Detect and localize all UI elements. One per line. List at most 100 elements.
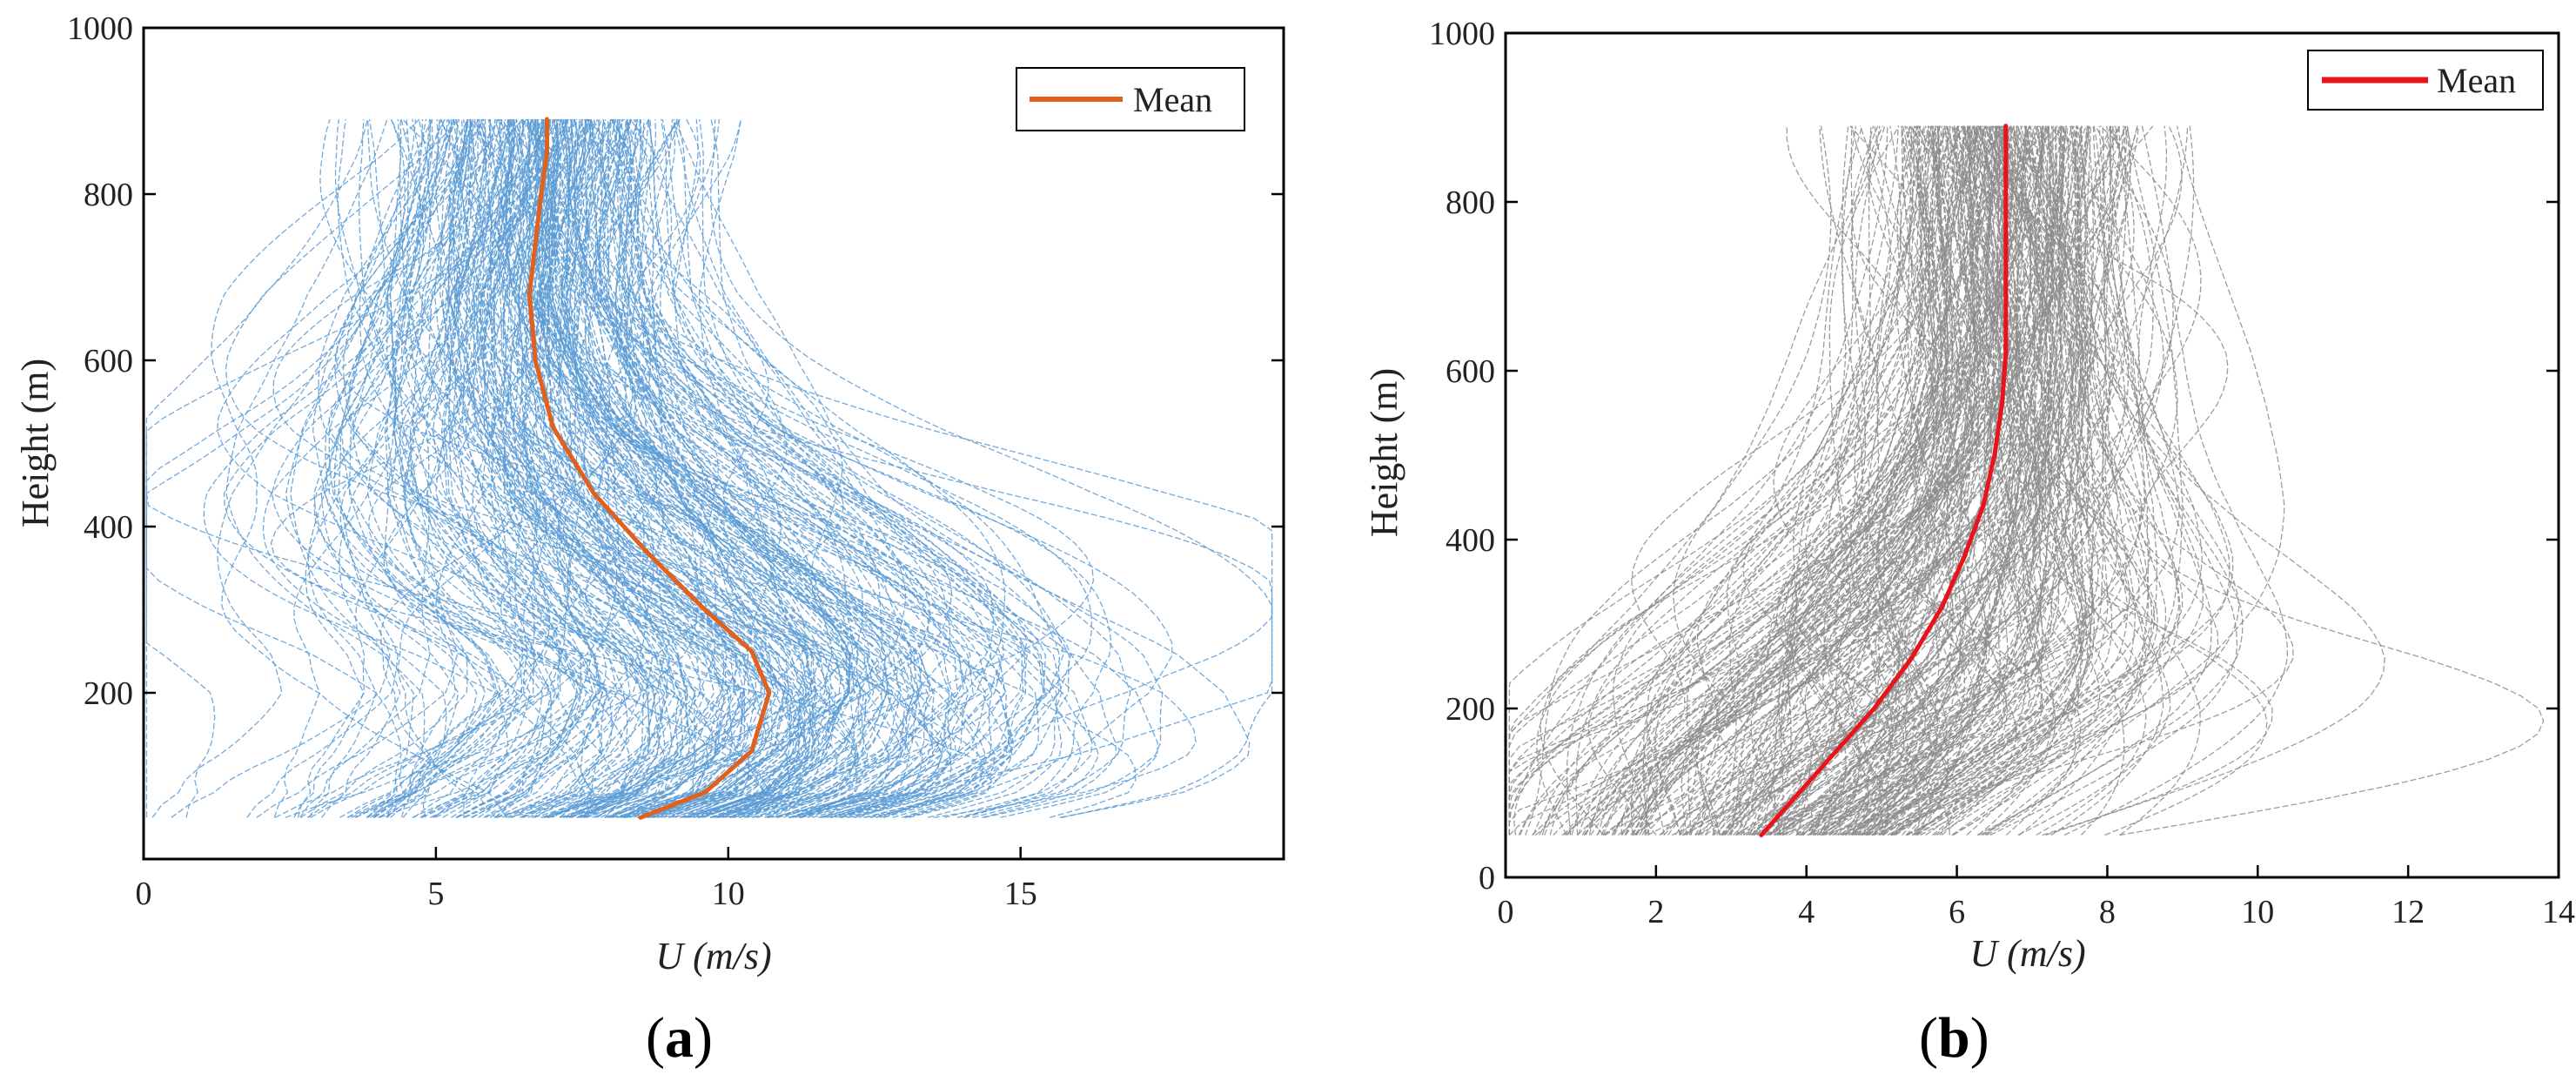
ensemble-profile-b-261 <box>1821 125 2294 836</box>
legend-b: Mean <box>2307 50 2544 111</box>
ensemble-profile-a-299 <box>472 118 709 818</box>
ensemble-profile-a-104 <box>533 118 1092 818</box>
ensemble-profile-b-103 <box>1952 125 2202 836</box>
ensemble-profile-b-171 <box>1633 125 1922 836</box>
y-axis-title-b: Height (m) <box>1363 368 1405 537</box>
ensemble-profile-b-197 <box>1680 125 1992 836</box>
ensemble-profile-a-285 <box>536 118 789 818</box>
ensemble-profile-a-252 <box>472 118 770 818</box>
ensemble-profile-a-144 <box>584 118 817 818</box>
y-tick-label-b-4: 800 <box>1446 185 1495 221</box>
ensemble-profile-a-48 <box>526 118 724 818</box>
ensemble-profile-b-162 <box>2018 125 2150 836</box>
ensemble-profile-b-301 <box>1630 125 2019 836</box>
ensemble-profile-a-288 <box>432 118 656 818</box>
ensemble-profile-b-24 <box>1862 125 2158 836</box>
ensemble-profile-b-256 <box>1796 125 2057 836</box>
ensemble-profile-b-118 <box>1976 125 2212 836</box>
ensemble-profile-b-263 <box>1966 125 2093 836</box>
plot-frame-b <box>1504 31 2560 879</box>
ensemble-profile-b-19 <box>1982 125 2130 836</box>
ensemble-profile-b-69 <box>1683 125 1982 836</box>
x-tick-label-b-3: 6 <box>1949 894 1965 930</box>
ensemble-profile-a-282 <box>599 118 833 818</box>
ensemble-profile-a-298 <box>633 118 952 818</box>
ensemble-profile-a-286 <box>560 118 807 818</box>
ensemble-profile-a-255 <box>502 118 651 818</box>
ensemble-profile-b-295 <box>1596 125 1956 836</box>
ensemble-profile-a-182 <box>473 118 732 818</box>
ensemble-profile-a-78 <box>497 118 801 818</box>
ensemble-profile-b-259 <box>1904 125 2164 836</box>
ensemble-profile-b-229 <box>1508 125 1886 836</box>
ensemble-profile-b-202 <box>1776 125 1991 836</box>
ensemble-profile-b-271 <box>1774 125 2087 836</box>
ensemble-profile-b-130 <box>1832 125 1995 836</box>
ensemble-profile-b-280 <box>1532 125 1939 836</box>
ensemble-profile-b-114 <box>1739 125 2126 836</box>
ensemble-profile-b-165 <box>1859 125 2043 836</box>
x-tick-label-a-1: 5 <box>427 876 444 912</box>
ensemble-profile-a-46 <box>674 118 1251 818</box>
ensemble-profile-b-98 <box>1783 125 2121 836</box>
ensemble-profile-b-53 <box>1663 125 2039 836</box>
ensemble-profile-b-279 <box>1769 125 1986 836</box>
ensemble-profile-a-161 <box>513 118 691 818</box>
mean-line-a <box>527 117 772 820</box>
x-tick-label-a-2: 10 <box>712 876 745 912</box>
ensemble-profile-a-115 <box>533 118 922 818</box>
ensemble-profile-b-287 <box>1845 125 2093 836</box>
ensemble-profile-a-272 <box>505 118 716 818</box>
y-tick-label-a-2: 600 <box>84 343 133 379</box>
x-tick-label-b-5: 10 <box>2241 894 2274 930</box>
ensemble-profile-b-209 <box>1863 125 1941 836</box>
ensemble-profile-b-206 <box>1525 125 1891 836</box>
chart-panel-b: 0 2 4 6 8 10 12 14 0 200 400 600 800 1000 Height (m)… <box>1363 16 2575 1070</box>
ensemble-profile-a-143 <box>677 118 920 818</box>
ensemble-profile-b-277 <box>1779 125 2044 836</box>
ensemble-profile-b-252 <box>1518 125 1948 836</box>
ensemble-profile-b-223 <box>1697 125 2008 836</box>
ensemble-profile-b-294 <box>1873 125 2086 836</box>
ensemble-profile-b-297 <box>1724 125 1990 836</box>
ensemble-profile-b-199 <box>2071 125 2189 836</box>
ensemble-profile-b-169 <box>1855 125 2063 836</box>
ensemble-profile-b-300 <box>1577 125 1959 836</box>
ensemble-profile-a-213 <box>578 118 1063 818</box>
ensemble-profile-a-192 <box>540 118 974 818</box>
ensemble-profile-a-114 <box>223 118 518 818</box>
ensemble-profile-a-224 <box>325 118 601 818</box>
x-tick-label-a-3: 15 <box>1004 876 1037 912</box>
ensemble-profile-a-118 <box>502 118 807 818</box>
ensemble-profile-a-293 <box>453 118 859 818</box>
ensemble-profile-b-305 <box>1810 125 2105 836</box>
ensemble-profile-a-50 <box>580 118 1028 818</box>
y-tick-label-b-2: 400 <box>1446 522 1495 559</box>
ensemble-profile-b-72 <box>1632 125 1940 836</box>
ensemble-profile-b-97 <box>1914 125 2090 836</box>
ensemble-profile-a-201 <box>537 118 779 818</box>
ensemble-profile-b-64 <box>1695 125 2011 836</box>
ensemble-profile-a-30 <box>592 118 953 818</box>
y-tick-label-b-1: 200 <box>1446 691 1495 728</box>
ensemble-profile-a-173 <box>661 118 959 818</box>
x-axis-title-b: U (m/s) <box>1969 932 2085 975</box>
ensemble-profile-b-224 <box>1681 125 2130 836</box>
ensemble-profile-a-176 <box>622 118 1112 818</box>
chart-panel-a: 0 5 10 15 200 400 600 800 1000 Height (m) U (m/… <box>14 10 1285 1070</box>
ensemble-profile-a-268 <box>672 118 1173 818</box>
ensemble-profile-a-108 <box>625 118 1164 818</box>
y-ticks-a: 200 400 600 800 1000 <box>67 10 1284 712</box>
ensemble-profile-b-296 <box>1862 125 2090 836</box>
ensemble-profile-b-299 <box>2063 125 2289 836</box>
ensemble-profile-a-222 <box>203 118 586 818</box>
ensemble-profile-a-211 <box>478 118 607 818</box>
ensemble-profile-a-153 <box>145 118 406 818</box>
ensemble-profile-b-7 <box>2041 125 2268 836</box>
y-tick-label-b-0: 0 <box>1479 860 1495 896</box>
ensemble-profile-b-254 <box>1765 125 2078 836</box>
legend-a: Mean <box>1016 67 1245 131</box>
ensemble-profile-a-186 <box>506 118 790 818</box>
ensemble-profile-a-270 <box>447 118 809 818</box>
